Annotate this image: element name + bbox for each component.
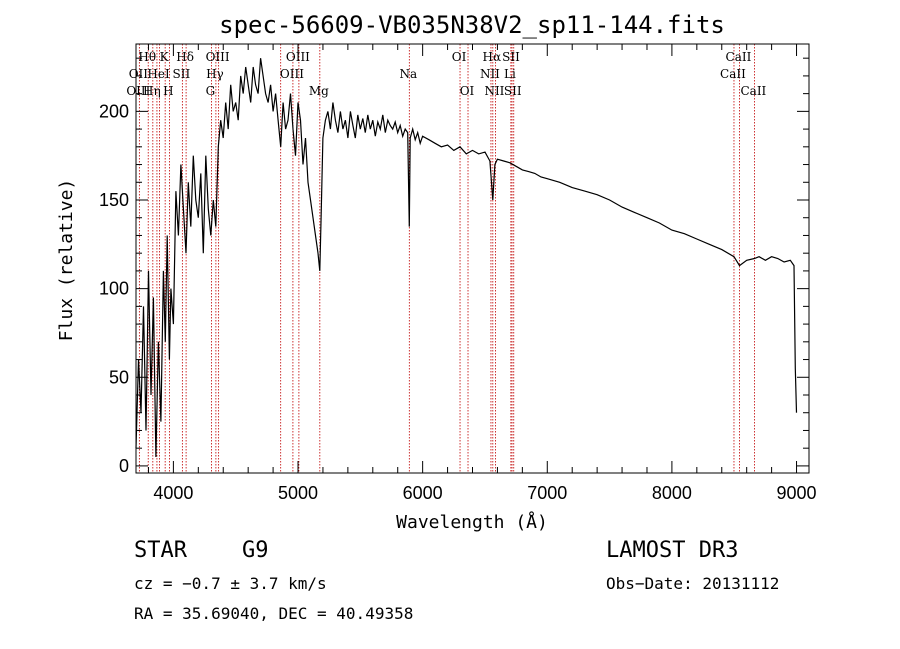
spectral-line-label: SII <box>504 84 522 98</box>
spectral-line-label: G <box>206 84 216 98</box>
spectral-line-label: CaII <box>740 84 766 98</box>
spectral-line-label: SII <box>173 67 191 81</box>
flux-series-line <box>135 58 798 458</box>
spectral-line-label: HeI <box>147 67 170 81</box>
spectral-line-label: Hα <box>483 50 502 64</box>
spectral-line-label: OIII <box>286 50 310 64</box>
axis-ticks <box>136 44 809 473</box>
spectral-line-label: Li <box>504 67 516 81</box>
y-tick-label: 50 <box>109 367 129 387</box>
spectral-line-markers <box>138 44 755 473</box>
x-axis-label: Wavelength (Å) <box>396 511 548 533</box>
x-tick-label: 9000 <box>777 483 817 503</box>
spectral-line-label: Hδ <box>176 50 194 64</box>
x-tick-label: 8000 <box>652 483 692 503</box>
x-tick-label: 6000 <box>403 483 443 503</box>
spectral-line-label: CaII <box>720 67 746 81</box>
survey-name: LAMOST DR3 <box>606 538 739 563</box>
chart-title: spec-56609-VB035N38V2_sp11-144.fits <box>219 11 725 39</box>
y-tick-label: 100 <box>99 279 129 299</box>
spectral-line-label: OIII <box>126 84 150 98</box>
spectral-line-label: OII <box>129 67 149 81</box>
object-subclass: G9 <box>242 538 269 563</box>
spectral-line-label: CaII <box>726 50 752 64</box>
y-tick-label: 0 <box>119 456 129 476</box>
observation-date: Obs−Date: 20131112 <box>606 574 780 593</box>
y-tick-label: 150 <box>99 190 129 210</box>
x-tick-label: 7000 <box>527 483 567 503</box>
x-tick-label: 4000 <box>153 483 193 503</box>
spectral-line-label: OI <box>452 50 467 64</box>
y-tick-label: 200 <box>99 101 129 121</box>
x-tick-label: 5000 <box>278 483 318 503</box>
spectral-line-label: OI <box>460 84 475 98</box>
spectral-line-label: SII <box>502 50 520 64</box>
y-axis-label: Flux (relative) <box>56 179 77 342</box>
redshift-velocity: cz = −0.7 ± 3.7 km/s <box>134 574 327 593</box>
spectral-line-label: H <box>163 84 173 98</box>
spectral-line-label: Hθ <box>138 50 156 64</box>
spectral-line-label: K <box>160 50 170 64</box>
x-tick-labels: 4000 5000 6000 7000 8000 9000 <box>153 483 816 503</box>
spectral-line-label: OIII <box>206 50 230 64</box>
spectral-line-label: OIII <box>280 67 304 81</box>
object-class: STAR <box>134 538 187 563</box>
spectral-line-label: Hγ <box>206 67 224 81</box>
spectral-line-label: Hη <box>143 84 161 98</box>
coordinates: RA = 35.69040, DEC = 40.49358 <box>134 604 414 623</box>
spectral-line-label: NII <box>480 67 500 81</box>
y-tick-labels: 0 50 100 150 200 <box>99 101 129 476</box>
spectral-line-label: NII <box>484 84 504 98</box>
spectral-line-label: Na <box>399 67 417 81</box>
spectral-line-label: Mg <box>309 84 329 98</box>
